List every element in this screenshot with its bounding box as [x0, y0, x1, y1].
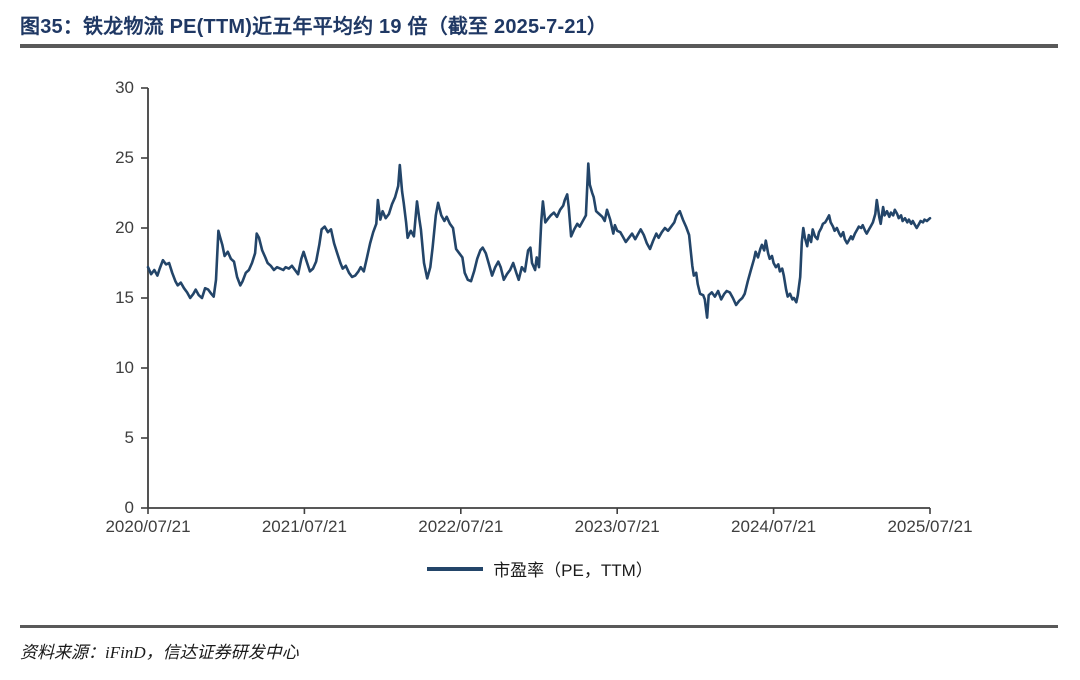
y-tick-label: 0	[124, 498, 134, 517]
y-tick-label: 25	[115, 148, 134, 167]
x-tick-label: 2025/07/21	[887, 517, 973, 536]
plot-canvas	[141, 87, 932, 514]
source-divider-rule	[20, 625, 1058, 628]
y-tick-label: 20	[115, 218, 134, 237]
chart-legend: 市盈率（PE，TTM）	[0, 556, 1080, 581]
pe-ttm-series-line	[146, 162, 932, 319]
figure-title: 图35：铁龙物流 PE(TTM)近五年平均约 19 倍（截至 2025-7-21…	[20, 16, 608, 38]
y-tick-label: 30	[115, 78, 134, 97]
y-tick-label: 5	[124, 428, 134, 447]
y-tick-label: 10	[115, 358, 134, 377]
x-tick-label: 2023/07/21	[574, 517, 660, 536]
x-tick-label: 2022/07/21	[418, 517, 504, 536]
x-tick-label: 2020/07/21	[105, 517, 191, 536]
x-tick-label: 2021/07/21	[261, 517, 347, 536]
legend-line-swatch	[427, 566, 484, 571]
pe-ttm-line-chart: 0 5 10 15 20 25 30 2020/07/21 2021/07/21 2022/07…	[0, 56, 1080, 556]
legend-series-label: 市盈率（PE，TTM）	[493, 561, 653, 580]
x-tick-label: 2024/07/21	[731, 517, 817, 536]
y-tick-label: 15	[115, 288, 134, 307]
data-source-note: 资料来源：iFinD，信达证券研发中心	[20, 643, 299, 662]
title-divider-rule	[20, 44, 1058, 48]
